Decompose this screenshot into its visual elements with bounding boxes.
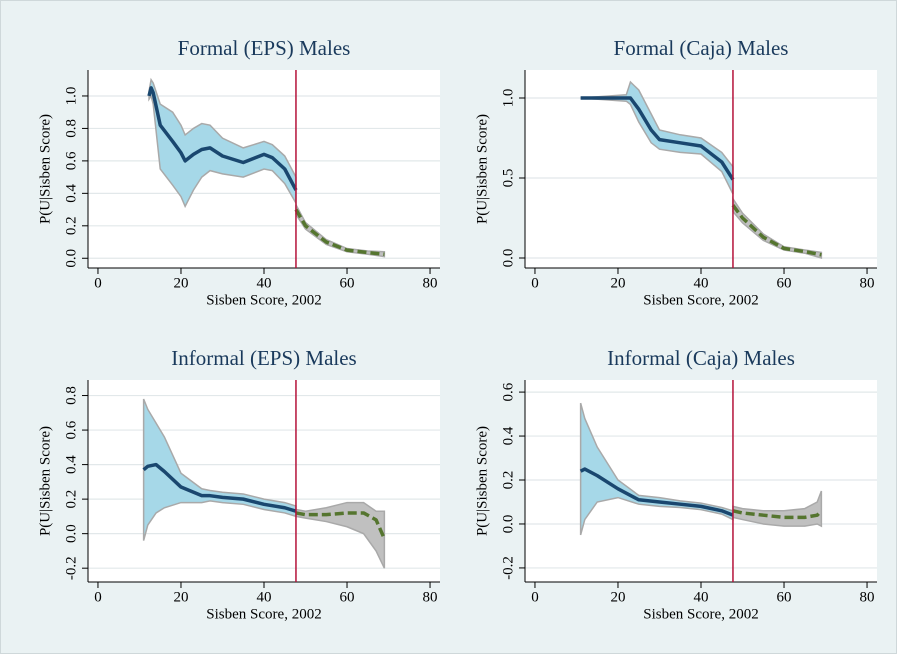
x-tick-label: 0 [531, 589, 539, 605]
x-tick-label: 60 [340, 275, 355, 291]
y-axis-label: P(U|Sisben Score) [37, 426, 53, 536]
y-tick-label: -0.2 [63, 556, 79, 580]
y-tick-label: 1.0 [63, 87, 79, 106]
y-tick-label: 0.6 [500, 382, 516, 401]
fit-line [580, 96, 735, 181]
x-tick-label: 20 [610, 589, 625, 605]
y-tick-label: 0.2 [63, 490, 79, 509]
fit-line [295, 511, 386, 540]
x-tick-label: 60 [777, 275, 792, 291]
y-tick-label: 0.0 [500, 249, 516, 268]
y-tick-label: 0.8 [63, 119, 79, 138]
plot-area [525, 70, 877, 268]
y-tick-label: 0.4 [500, 426, 516, 445]
fit-line [142, 462, 297, 513]
y-tick-label: 0.4 [63, 183, 79, 202]
fit-line [732, 509, 823, 520]
panel-title: Formal (Caja) Males [614, 36, 789, 60]
x-tick-label: 20 [173, 589, 188, 605]
y-tick-label: 0.0 [500, 515, 516, 534]
y-tick-label: 0.8 [63, 386, 79, 405]
x-tick-label: 20 [173, 275, 188, 291]
confidence-band [295, 501, 386, 569]
y-tick-label: 0.2 [500, 471, 516, 490]
y-tick-label: 0.5 [500, 169, 516, 188]
x-axis-label: Sisben Score, 2002 [643, 292, 758, 308]
x-tick-label: 20 [610, 275, 625, 291]
y-tick-label: 0.0 [63, 524, 79, 543]
fit-line [731, 204, 822, 257]
panel-title: Informal (EPS) Males [171, 346, 356, 370]
x-tick-label: 0 [94, 589, 102, 605]
y-tick-label: 0.4 [63, 455, 79, 474]
x-tick-label: 80 [860, 275, 875, 291]
y-tick-label: 0.6 [63, 151, 79, 170]
y-tick-label: 0.6 [63, 420, 79, 439]
plot-area [88, 380, 440, 582]
x-axis-label: Sisben Score, 2002 [643, 606, 758, 622]
y-tick-label: 0.2 [63, 216, 79, 235]
fit-line [294, 208, 385, 256]
panel-title: Informal (Caja) Males [607, 346, 795, 370]
x-tick-label: 60 [340, 589, 355, 605]
x-tick-label: 80 [423, 275, 438, 291]
x-tick-label: 40 [694, 589, 709, 605]
x-tick-label: 60 [777, 589, 792, 605]
y-axis-label: P(U|Sisben Score) [37, 114, 53, 224]
fit-line [147, 86, 298, 191]
x-tick-label: 80 [423, 589, 438, 605]
y-tick-label: -0.2 [500, 556, 516, 580]
x-tick-label: 40 [257, 275, 272, 291]
x-tick-label: 80 [860, 589, 875, 605]
panel-title: Formal (EPS) Males [178, 36, 351, 60]
x-axis-label: Sisben Score, 2002 [206, 606, 321, 622]
x-tick-label: 40 [257, 589, 272, 605]
x-tick-label: 0 [94, 275, 102, 291]
x-tick-label: 0 [531, 275, 539, 291]
plot-area [525, 380, 877, 582]
y-tick-label: 0.0 [63, 249, 79, 268]
y-tick-label: 1.0 [500, 89, 516, 108]
y-axis-label: P(U|Sisben Score) [474, 426, 490, 536]
x-tick-label: 40 [694, 275, 709, 291]
fit-line [579, 467, 734, 517]
x-axis-label: Sisben Score, 2002 [206, 292, 321, 308]
y-axis-label: P(U|Sisben Score) [474, 114, 490, 224]
